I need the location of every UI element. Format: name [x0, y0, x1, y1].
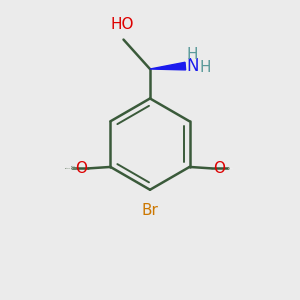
Text: H: H: [187, 47, 198, 62]
Text: N: N: [187, 57, 199, 75]
Text: Br: Br: [142, 203, 158, 218]
Text: methyl_l: methyl_l: [72, 167, 78, 169]
Text: methyl_r: methyl_r: [228, 167, 234, 169]
Text: H: H: [200, 60, 211, 75]
Polygon shape: [150, 62, 186, 70]
Text: HO: HO: [110, 17, 134, 32]
Text: O: O: [213, 161, 225, 176]
Text: methyl: methyl: [71, 166, 76, 167]
Text: methoxy: methoxy: [64, 168, 71, 169]
Text: O: O: [75, 161, 87, 176]
